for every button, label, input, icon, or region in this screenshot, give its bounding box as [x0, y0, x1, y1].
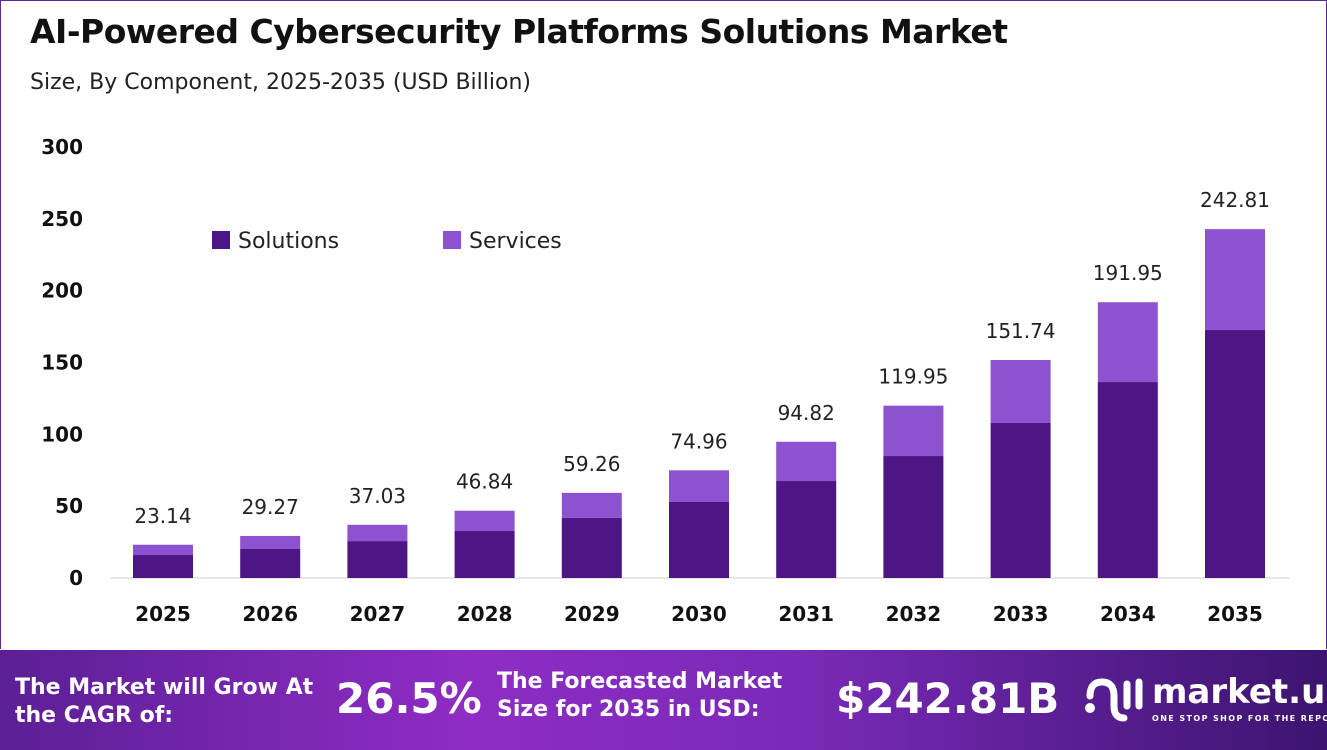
- legend-label-solutions: Solutions: [238, 229, 339, 254]
- bar-solutions-2025: [133, 555, 193, 578]
- data-label-total: 191.95: [1093, 261, 1163, 285]
- bar-services-2029: [561, 492, 622, 518]
- bar-services-2025: [133, 544, 193, 556]
- y-tick-label: 100: [41, 422, 83, 446]
- bar-solutions-2029: [561, 517, 622, 578]
- bar-solutions-2028: [454, 531, 515, 578]
- x-tick-label: 2035: [1207, 602, 1263, 626]
- bar-solutions-2035: [1205, 330, 1265, 578]
- logo-tagline: ONE STOP SHOP FOR THE REPORTS: [1152, 714, 1327, 723]
- x-tick-label: 2032: [886, 602, 942, 626]
- bar-solutions-2033: [990, 422, 1051, 578]
- y-tick-label: 50: [55, 494, 83, 518]
- cagr-label: The Market will Grow At the CAGR of:: [15, 675, 314, 728]
- data-label-total: 242.81: [1200, 188, 1270, 212]
- bar-solutions-2027: [347, 541, 408, 578]
- y-tick-label: 150: [41, 351, 83, 375]
- chart-subtitle: Size, By Component, 2025-2035 (USD Billi…: [30, 70, 531, 95]
- logo-name: market.us: [1152, 672, 1327, 712]
- y-tick-label: 300: [41, 135, 83, 159]
- data-label-total: 59.26: [563, 452, 620, 476]
- bar-solutions-2034: [1097, 382, 1158, 578]
- bar-services-2027: [347, 524, 408, 542]
- data-label-total: 37.03: [349, 484, 406, 508]
- x-tick-label: 2034: [1100, 602, 1156, 626]
- data-label-total: 23.14: [134, 504, 191, 528]
- chart-title: AI-Powered Cybersecurity Platforms Solut…: [30, 12, 1008, 51]
- x-tick-label: 2029: [564, 602, 620, 626]
- legend-swatch-solutions: [212, 231, 230, 249]
- data-label-total: 119.95: [878, 365, 948, 389]
- x-tick-label: 2027: [350, 602, 406, 626]
- bar-services-2026: [240, 535, 301, 549]
- x-tick-label: 2025: [135, 602, 191, 626]
- forecast-value: $242.81B: [836, 674, 1060, 723]
- legend-swatch-services: [443, 231, 461, 249]
- bar-services-2033: [990, 360, 1051, 423]
- bar-solutions-2030: [669, 502, 729, 578]
- x-tick-label: 2030: [671, 602, 727, 626]
- bar-chart: 0 50 100 150 200 250 300 23.14 2025 29.27 2026 37.0…: [41, 135, 1290, 626]
- bar-solutions-2031: [776, 481, 837, 578]
- y-tick-label: 200: [41, 279, 83, 303]
- forecast-label: The Forecasted Market Size for 2035 in U…: [497, 669, 783, 722]
- bar-services-2028: [454, 510, 515, 532]
- data-label-total: 94.82: [778, 401, 835, 425]
- legend-label-services: Services: [469, 229, 562, 254]
- bar-services-2034: [1097, 302, 1158, 383]
- x-tick-label: 2031: [778, 602, 834, 626]
- x-tick-label: 2028: [457, 602, 513, 626]
- y-tick-label: 0: [69, 566, 83, 590]
- cagr-value: 26.5%: [336, 674, 482, 723]
- data-label-total: 46.84: [456, 470, 513, 494]
- data-label-total: 74.96: [670, 429, 727, 453]
- logo-icon: [1085, 678, 1143, 722]
- bar-solutions-2026: [240, 548, 301, 578]
- bar-services-2030: [669, 470, 729, 503]
- data-label-total: 151.74: [986, 319, 1056, 343]
- data-label-total: 29.27: [242, 495, 299, 519]
- bar-services-2031: [776, 441, 837, 482]
- y-tick-label: 250: [41, 207, 83, 231]
- bar-services-2035: [1205, 229, 1265, 331]
- x-tick-label: 2026: [242, 602, 298, 626]
- bar-services-2032: [883, 405, 944, 457]
- footer-banner: The Market will Grow At the CAGR of: 26.…: [0, 650, 1327, 750]
- bar-solutions-2032: [883, 456, 944, 578]
- x-tick-label: 2033: [993, 602, 1049, 626]
